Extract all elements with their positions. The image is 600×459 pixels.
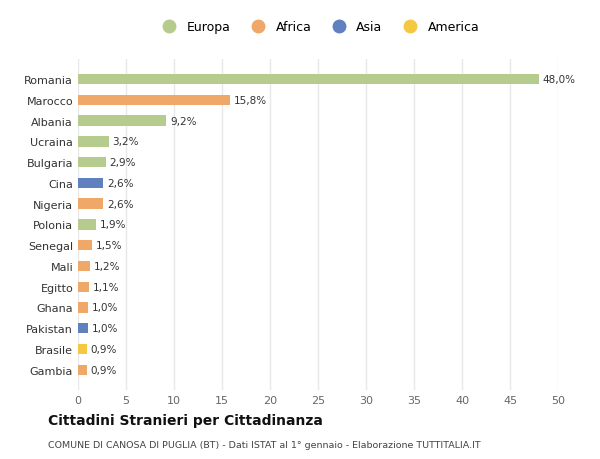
Bar <box>78 75 539 85</box>
Text: 3,2%: 3,2% <box>113 137 139 147</box>
Bar <box>78 365 86 375</box>
Text: 0,9%: 0,9% <box>91 365 117 375</box>
Text: 2,6%: 2,6% <box>107 199 133 209</box>
Text: 1,0%: 1,0% <box>91 324 118 334</box>
Bar <box>78 282 89 292</box>
Bar <box>78 302 88 313</box>
Bar <box>78 323 88 334</box>
Text: Cittadini Stranieri per Cittadinanza: Cittadini Stranieri per Cittadinanza <box>48 414 323 428</box>
Bar <box>78 157 106 168</box>
Bar <box>78 116 166 127</box>
Bar <box>78 241 92 251</box>
Text: 0,9%: 0,9% <box>91 344 117 354</box>
Bar <box>78 137 109 147</box>
Text: 15,8%: 15,8% <box>233 95 266 106</box>
Text: 1,1%: 1,1% <box>92 282 119 292</box>
Bar <box>78 95 230 106</box>
Text: 2,6%: 2,6% <box>107 179 133 189</box>
Bar <box>78 220 96 230</box>
Text: 9,2%: 9,2% <box>170 116 197 126</box>
Text: COMUNE DI CANOSA DI PUGLIA (BT) - Dati ISTAT al 1° gennaio - Elaborazione TUTTIT: COMUNE DI CANOSA DI PUGLIA (BT) - Dati I… <box>48 441 481 449</box>
Text: 1,0%: 1,0% <box>91 303 118 313</box>
Bar <box>78 261 89 272</box>
Text: 2,9%: 2,9% <box>110 158 136 168</box>
Text: 48,0%: 48,0% <box>542 75 575 85</box>
Legend: Europa, Africa, Asia, America: Europa, Africa, Asia, America <box>152 17 484 39</box>
Bar <box>78 199 103 209</box>
Bar <box>78 344 86 354</box>
Text: 1,2%: 1,2% <box>94 261 120 271</box>
Text: 1,9%: 1,9% <box>100 220 127 230</box>
Bar <box>78 178 103 189</box>
Text: 1,5%: 1,5% <box>96 241 123 251</box>
